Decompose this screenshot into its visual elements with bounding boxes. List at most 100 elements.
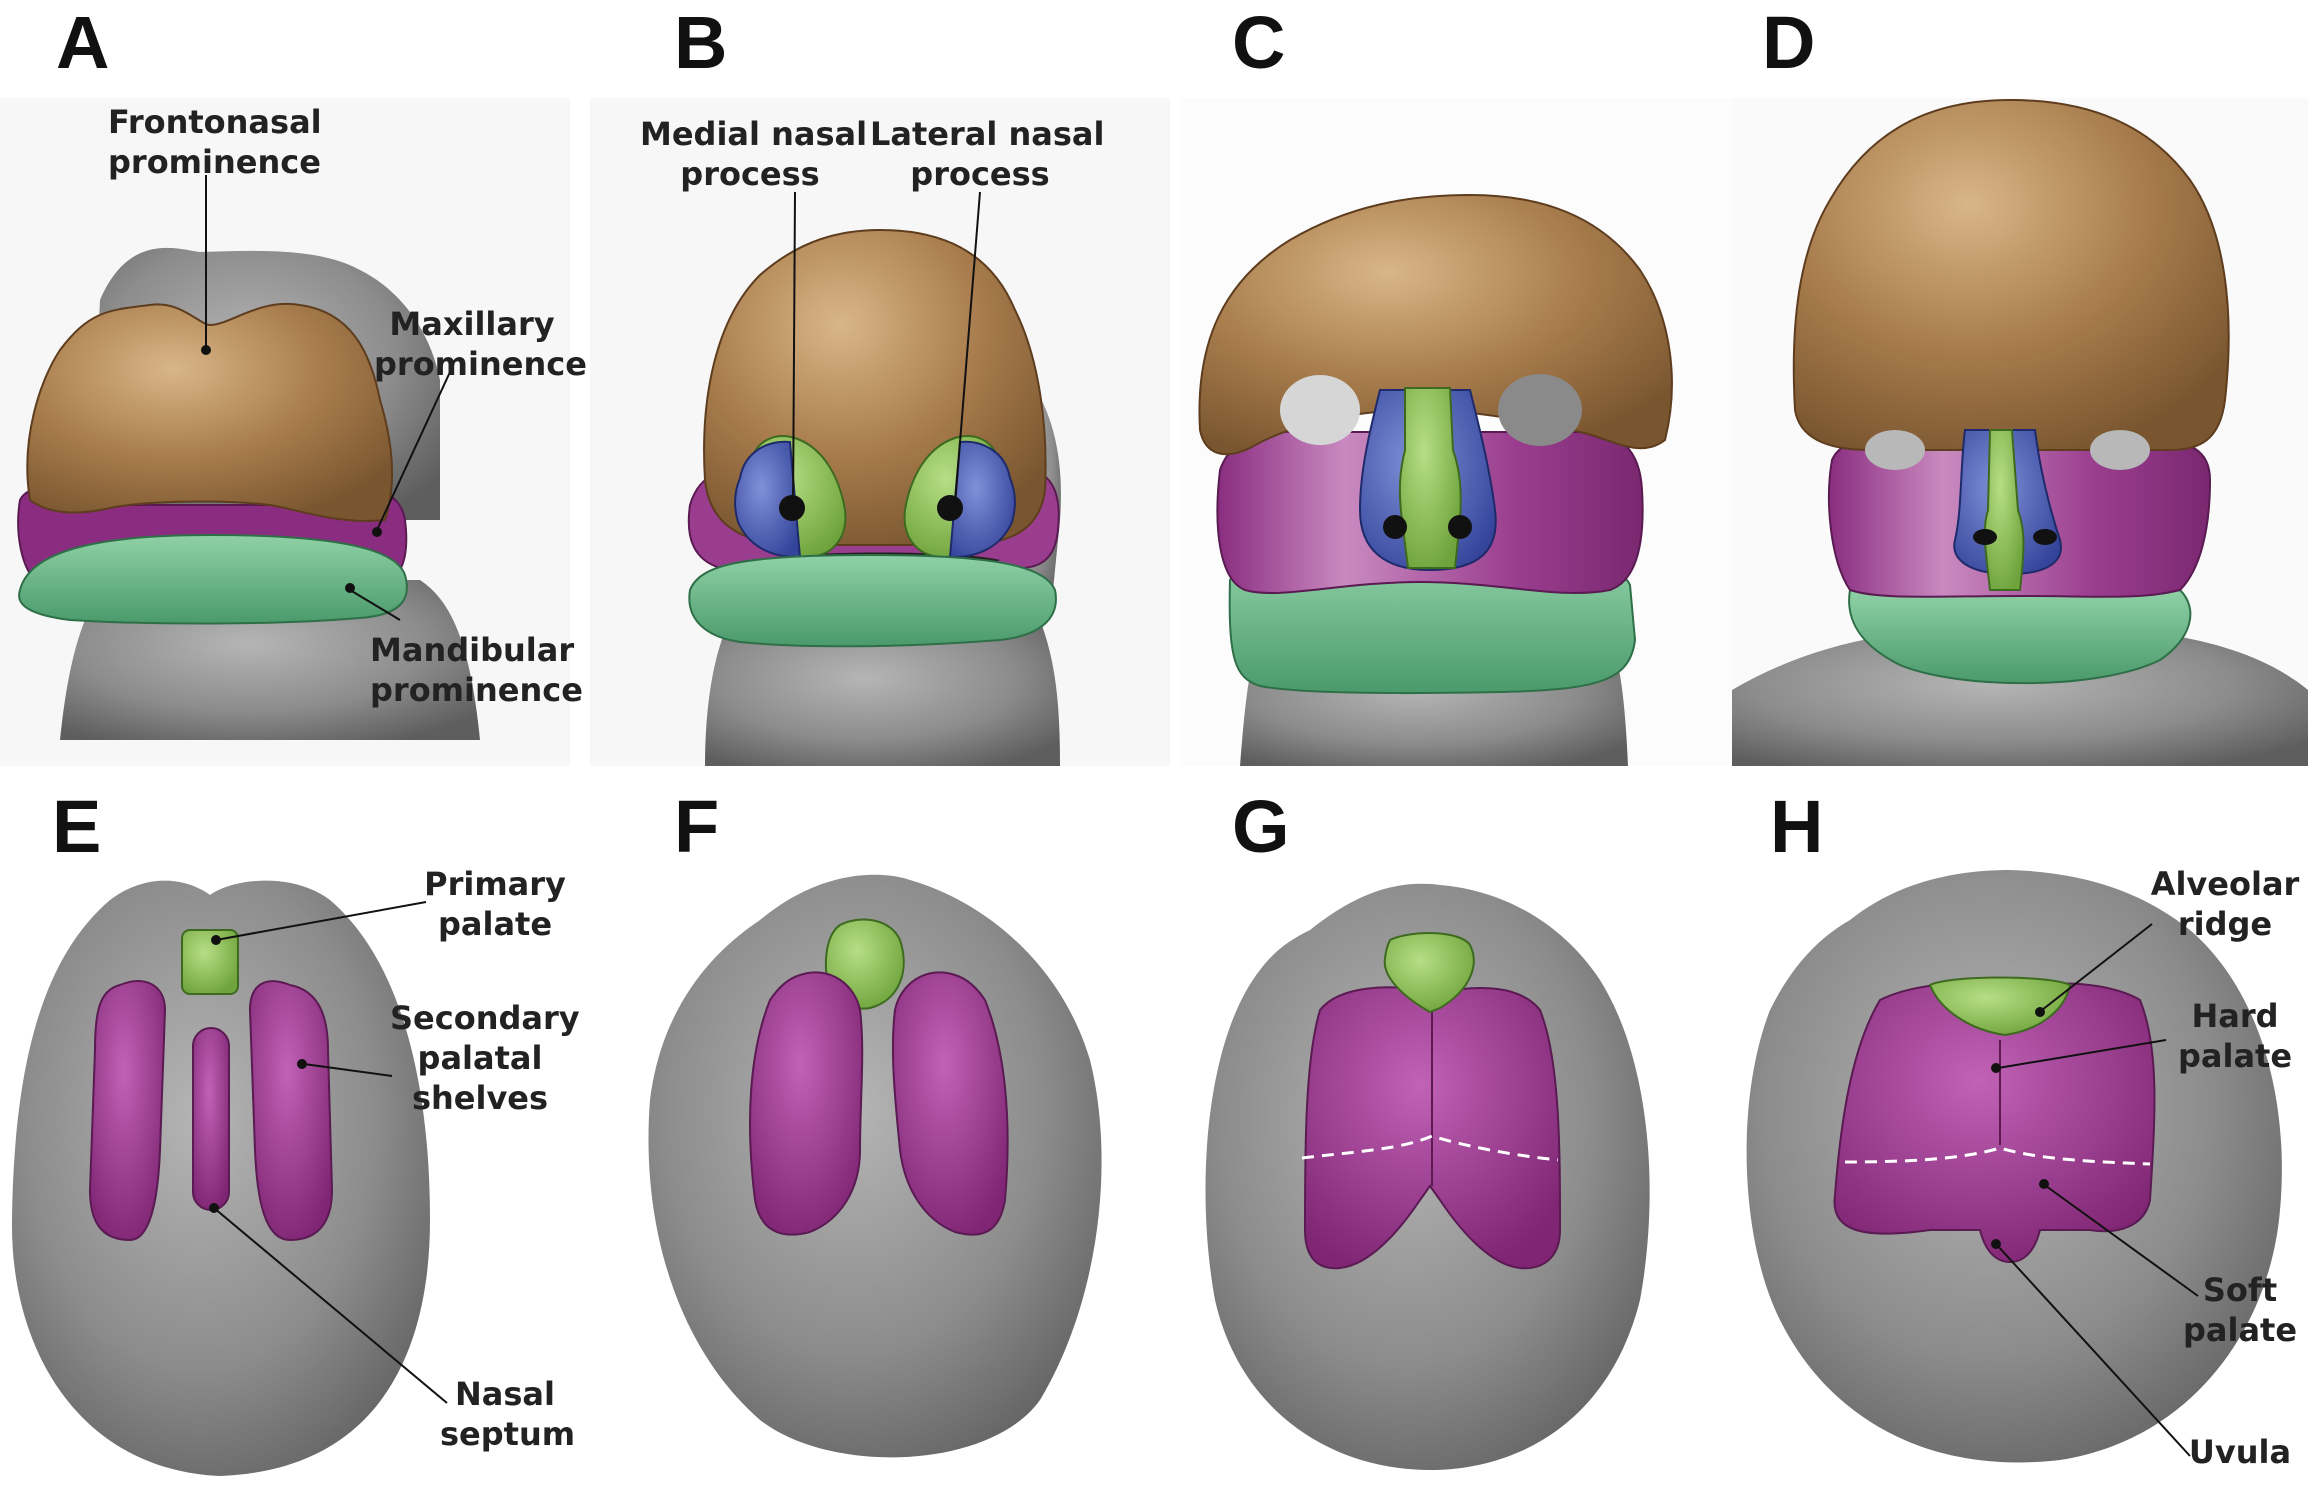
label-secondary-line1: Secondary: [390, 999, 580, 1037]
label-soft-palate: Soft palate: [2180, 1270, 2300, 1350]
label-mandibular-line1: Mandibular: [370, 631, 575, 669]
panel-a-frontonasal: [26, 302, 393, 522]
leader-primary-palate-dot: [211, 935, 221, 945]
leader-lateral-nasal: [954, 191, 981, 506]
label-alveolar-ridge: Alveolar ridge: [2150, 864, 2300, 944]
label-soft-palate-line1: Soft: [2202, 1271, 2278, 1309]
label-uvula-line1: Uvula: [2188, 1433, 2292, 1471]
panel-e-primary-palate: [181, 929, 239, 995]
label-lateral-nasal-line2: process: [910, 155, 1050, 193]
panel-e-palatal-shelf-left: [88, 980, 167, 1242]
panel-a-mandibular: [18, 533, 408, 625]
panel-letter-f: F: [674, 785, 720, 868]
leader-primary-palate: [215, 901, 427, 941]
panel-c-nostril-left: [1383, 515, 1407, 539]
label-medial-nasal-process: Medial nasal process: [640, 114, 868, 194]
panel-e-palatal-shelf-right: [248, 980, 334, 1242]
panel-b-mandibular: [688, 553, 1057, 648]
label-hard-palate-line1: Hard: [2191, 997, 2279, 1035]
label-primary-palate-line2: palate: [437, 905, 553, 943]
label-maxillary-prominence: Maxillary prominence: [374, 304, 587, 384]
panel-d-eye-left: [1865, 430, 1925, 470]
leader-secondary-palatal-dot: [297, 1059, 307, 1069]
panel-g-primary-palate: [1383, 932, 1475, 1014]
panel-d-nostril-left: [1973, 529, 1997, 545]
label-primary-palate-line1: Primary: [424, 865, 566, 903]
label-frontonasal-prominence: Frontonasal prominence: [108, 102, 322, 182]
panel-a-embryo: [17, 247, 480, 740]
label-mandibular-prominence: Mandibular prominence: [370, 630, 583, 710]
panel-letter-g: G: [1232, 785, 1290, 868]
label-nasal-septum-line1: Nasal: [455, 1375, 555, 1413]
panel-f-palatal-shelf-left: [749, 971, 864, 1236]
leader-hard-palate-dot: [1991, 1063, 2001, 1073]
panel-b-lateral-nasal-right: [948, 440, 1016, 559]
label-nasal-septum-line2: septum: [440, 1415, 576, 1453]
label-frontonasal-line2: prominence: [108, 143, 321, 181]
leader-alveolar-ridge-dot: [2035, 1007, 2045, 1017]
label-lateral-nasal-process: Lateral nasal process: [870, 114, 1105, 194]
label-mandibular-line2: prominence: [370, 671, 583, 709]
leader-uvula-dot: [1991, 1239, 2001, 1249]
panel-f-palate: [648, 874, 1102, 1458]
panel-d-mandibular: [1848, 589, 2192, 685]
panel-letter-c: C: [1232, 1, 1286, 84]
panel-e-palate: [11, 880, 431, 1476]
panel-letter-d: D: [1762, 1, 1816, 84]
label-primary-palate: Primary palate: [420, 864, 570, 944]
panel-b-neck: [705, 620, 1060, 766]
panel-b-nasal-pit-right: [937, 495, 963, 521]
label-medial-nasal-line1: Medial nasal: [640, 115, 868, 153]
panel-d-nostril-right: [2033, 529, 2057, 545]
label-soft-palate-line2: palate: [2182, 1311, 2298, 1349]
panel-d-shoulders: [1732, 630, 2308, 766]
label-secondary-palatal-shelves: Secondary palatal shelves: [390, 998, 580, 1118]
label-hard-palate-line2: palate: [2177, 1037, 2293, 1075]
label-secondary-line3: shelves: [411, 1079, 549, 1117]
leader-alveolar-ridge: [2041, 923, 2153, 1011]
panel-letter-b: B: [674, 1, 728, 84]
leader-hard-palate: [1997, 1039, 2167, 1069]
panel-letter-a: A: [56, 1, 110, 84]
leader-frontonasal-dot: [201, 345, 211, 355]
leader-mandibular: [349, 589, 401, 621]
label-lateral-nasal-line1: Lateral nasal: [870, 115, 1105, 153]
label-hard-palate: Hard palate: [2170, 996, 2300, 1076]
panel-b-lateral-nasal-left: [734, 440, 802, 559]
panel-c-eye-right: [1498, 374, 1582, 446]
leader-maxillary-dot: [372, 527, 382, 537]
panel-h-dashed-line: [1844, 1146, 2151, 1166]
leader-nasal-septum: [213, 1207, 448, 1404]
label-maxillary-line1: Maxillary: [389, 305, 555, 343]
panel-c-nostril-right: [1448, 515, 1472, 539]
label-uvula: Uvula: [2180, 1432, 2300, 1472]
label-nasal-septum: Nasal septum: [440, 1374, 576, 1454]
panel-h-palate: [1746, 870, 2282, 1463]
leader-uvula: [1995, 1243, 2191, 1457]
leader-lines: [201, 175, 2199, 1457]
panel-c-medial-nasal: [1398, 387, 1462, 569]
panel-g-palate: [1205, 883, 1650, 1470]
panel-c-embryo: [1198, 193, 1673, 766]
label-secondary-line2: palatal: [417, 1039, 543, 1077]
leader-mandibular-dot: [345, 583, 355, 593]
label-alveolar-line2: ridge: [2177, 905, 2273, 943]
leader-secondary-palatal: [303, 1063, 393, 1077]
panel-g-dashed-line: [1301, 1134, 1559, 1162]
panel-b-nasal-pit-left: [779, 495, 805, 521]
label-maxillary-line2: prominence: [374, 345, 587, 383]
label-medial-nasal-line2: process: [680, 155, 820, 193]
panel-d-embryo: [1732, 98, 2308, 766]
panel-letter-h: H: [1770, 785, 1824, 868]
leader-nasal-septum-dot: [209, 1203, 219, 1213]
leader-medial-nasal: [792, 191, 796, 509]
panel-d-medial-nasal: [1983, 429, 2025, 591]
leader-soft-palate: [2045, 1185, 2199, 1297]
label-frontonasal-line1: Frontonasal: [108, 103, 322, 141]
panel-e-nasal-septum: [192, 1027, 230, 1211]
leader-soft-palate-dot: [2039, 1179, 2049, 1189]
panel-h-primary-palate: [1928, 976, 2072, 1037]
label-alveolar-line1: Alveolar: [2150, 865, 2300, 903]
panel-d-frontonasal: [1792, 98, 2230, 451]
